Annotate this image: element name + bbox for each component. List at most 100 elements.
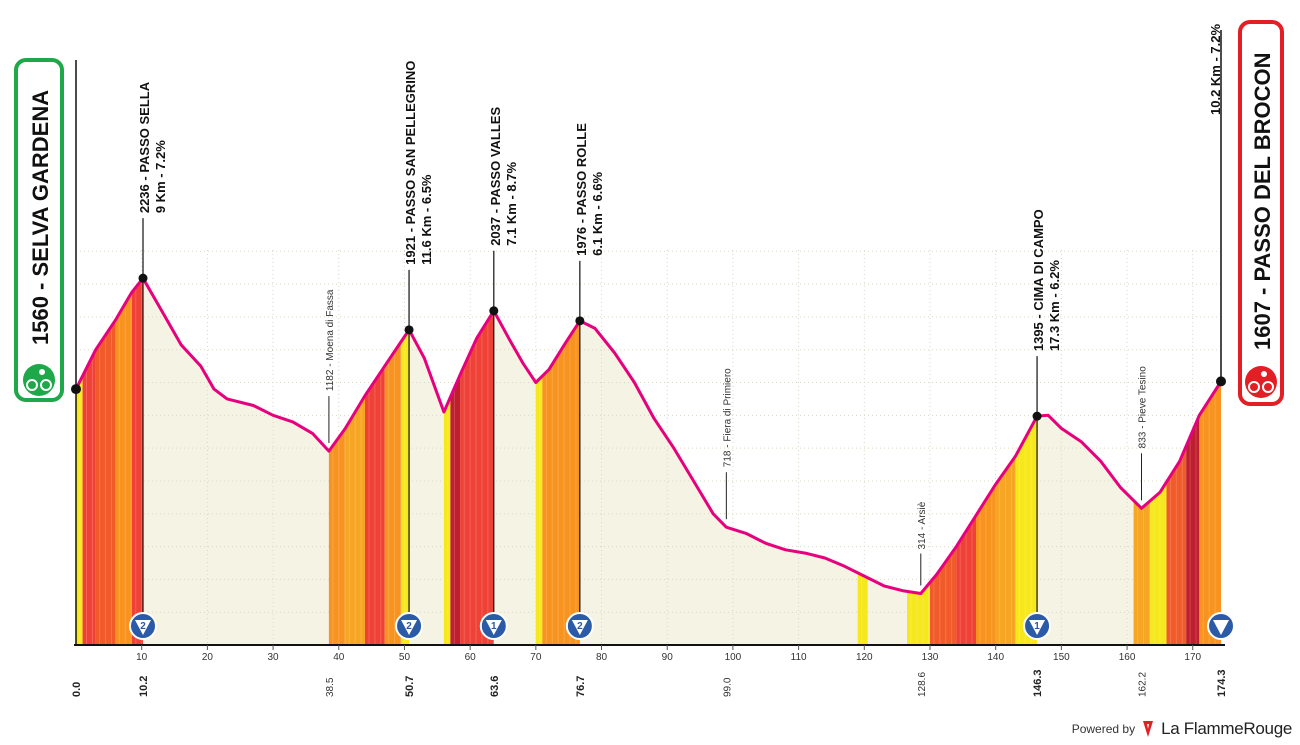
gradient-segment xyxy=(131,278,143,645)
gradient-segment xyxy=(328,428,346,645)
start-dot xyxy=(71,384,81,395)
flame-logo-icon xyxy=(1143,721,1154,737)
key-km-label: 10.2 xyxy=(138,676,150,697)
finish-pill xyxy=(1238,20,1284,406)
gradient-segment xyxy=(1166,445,1187,645)
gradient-segment xyxy=(384,341,402,645)
climb-name: 1395 - CIMA DI CAMPO xyxy=(1031,209,1046,351)
finish-triangle-icon xyxy=(1213,620,1229,635)
x-tick-label: 130 xyxy=(922,652,939,663)
start-label: 1560 - SELVA GARDENA xyxy=(28,90,53,345)
climb-stats: 9 Km - 7.2% xyxy=(153,140,168,213)
gradient-segment xyxy=(95,320,116,645)
x-tick-label: 30 xyxy=(268,652,280,663)
key-km-label: 146.3 xyxy=(1032,669,1044,697)
x-tick-label: 70 xyxy=(530,652,542,663)
summit-dot xyxy=(404,325,414,335)
climb-stats: 17.3 Km - 6.2% xyxy=(1047,260,1062,351)
category-number: 2 xyxy=(140,621,146,632)
category-triangle-icon xyxy=(485,620,502,635)
profile-line xyxy=(74,276,1223,595)
cyclist-head-icon xyxy=(1261,371,1267,377)
gradient-segment xyxy=(1133,500,1151,645)
footer: Powered by La FlammeRouge xyxy=(1071,719,1293,739)
x-tick-label: 150 xyxy=(1053,652,1070,663)
category-number: 1 xyxy=(491,621,497,632)
x-tick-label: 20 xyxy=(202,652,214,663)
category-number: 2 xyxy=(577,621,583,632)
gradient-segment xyxy=(365,366,385,645)
x-tick-label: 60 xyxy=(465,652,477,663)
finish-label: 1607 - PASSO DEL BROCON xyxy=(1250,53,1275,350)
gradient-segment xyxy=(542,320,580,645)
cyclist-wheel-icon xyxy=(40,379,52,391)
start-cyclist-icon xyxy=(23,364,55,396)
gradient-segment xyxy=(76,375,83,645)
climb-stats: 7.1 Km - 8.7% xyxy=(504,162,519,246)
gradient-segment xyxy=(1186,415,1200,645)
start-pill xyxy=(14,58,64,402)
gradient-segment xyxy=(995,456,1016,645)
town-label: 718 - Fiera di Primiero xyxy=(722,368,733,467)
category-number: 2 xyxy=(406,621,412,632)
cyclist-wheel-icon xyxy=(1262,381,1274,393)
x-tick-label: 40 xyxy=(333,652,345,663)
key-km-label: 99.0 xyxy=(722,677,733,697)
gradient-segment xyxy=(450,374,461,645)
town-label: 1182 - Moena di Fassa xyxy=(325,289,336,391)
finish-climb-stats: 10.2 Km - 7.2% xyxy=(1208,24,1223,115)
category-number: 1 xyxy=(1034,621,1040,632)
gradient-segment xyxy=(956,515,976,645)
gradient-segment xyxy=(857,572,868,645)
category-triangle-icon xyxy=(1029,620,1046,635)
climb-stats: 11.6 Km - 6.5% xyxy=(419,174,434,265)
x-tick-label: 140 xyxy=(987,652,1004,663)
cyclist-head-icon xyxy=(39,369,45,375)
gradient-segment xyxy=(1199,381,1221,645)
x-tick-label: 90 xyxy=(662,652,674,663)
key-km-label: 76.7 xyxy=(575,676,587,697)
gradient-segment xyxy=(82,349,96,645)
town-label: 314 - Arsiè xyxy=(917,501,928,549)
climb-stats: 6.1 Km - 6.6% xyxy=(590,172,605,256)
gradient-segment xyxy=(907,582,930,645)
x-tick-label: 110 xyxy=(791,652,807,663)
gradient-segment xyxy=(1150,482,1167,645)
gradient-segment xyxy=(1015,416,1038,645)
category-triangle-icon xyxy=(135,620,152,635)
x-tick-label: 50 xyxy=(399,652,411,663)
summit-dot xyxy=(1032,411,1042,421)
summit-dot xyxy=(138,273,148,283)
category-triangle-icon xyxy=(401,620,418,635)
climb-name: 1976 - PASSO ROLLE xyxy=(574,123,589,256)
brand-name[interactable]: La FlammeRouge xyxy=(1161,719,1292,738)
climb-name: 2037 - PASSO VALLES xyxy=(488,107,503,246)
key-km-label: 38.5 xyxy=(325,677,336,697)
climb-name: 2236 - PASSO SELLA xyxy=(137,81,152,213)
gradient-segment xyxy=(535,375,543,645)
key-km-label: 0.0 xyxy=(71,682,83,697)
gradient-segment xyxy=(976,484,996,645)
summit-dot xyxy=(489,306,499,316)
x-tick-label: 80 xyxy=(596,652,608,663)
key-km-label: 50.7 xyxy=(404,676,416,697)
gradient-segment xyxy=(930,546,957,645)
gradient-segment xyxy=(401,329,410,645)
x-tick-label: 120 xyxy=(856,652,873,663)
x-tick-label: 10 xyxy=(136,652,148,663)
gradient-segment xyxy=(345,395,365,645)
finish-dot xyxy=(1216,376,1226,387)
powered-by-label: Powered by xyxy=(1071,722,1136,736)
key-km-label: 162.2 xyxy=(1138,672,1149,697)
gradient-segment xyxy=(443,396,451,645)
gradient-segment xyxy=(115,292,132,645)
climb-name: 1921 - PASSO SAN PELLEGRINO xyxy=(403,61,418,265)
x-tick-label: 160 xyxy=(1119,652,1136,663)
summit-dot xyxy=(575,316,585,326)
finish-cyclist-icon xyxy=(1245,366,1277,398)
key-km-label: 63.6 xyxy=(489,676,501,697)
cyclist-wheel-icon xyxy=(1248,381,1260,393)
x-tick-label: 100 xyxy=(725,652,742,663)
key-km-label: 128.6 xyxy=(917,672,928,697)
